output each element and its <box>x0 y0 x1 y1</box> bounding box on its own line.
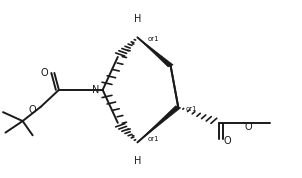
Text: O: O <box>223 136 231 146</box>
Text: O: O <box>244 122 252 132</box>
Polygon shape <box>137 37 173 67</box>
Polygon shape <box>137 106 181 142</box>
Text: or1: or1 <box>186 106 197 112</box>
Text: O: O <box>29 105 37 115</box>
Text: O: O <box>41 68 49 78</box>
Text: H: H <box>134 156 141 166</box>
Text: H: H <box>134 14 141 24</box>
Text: or1: or1 <box>147 36 159 42</box>
Text: or1: or1 <box>147 136 159 142</box>
Text: N: N <box>92 85 100 95</box>
